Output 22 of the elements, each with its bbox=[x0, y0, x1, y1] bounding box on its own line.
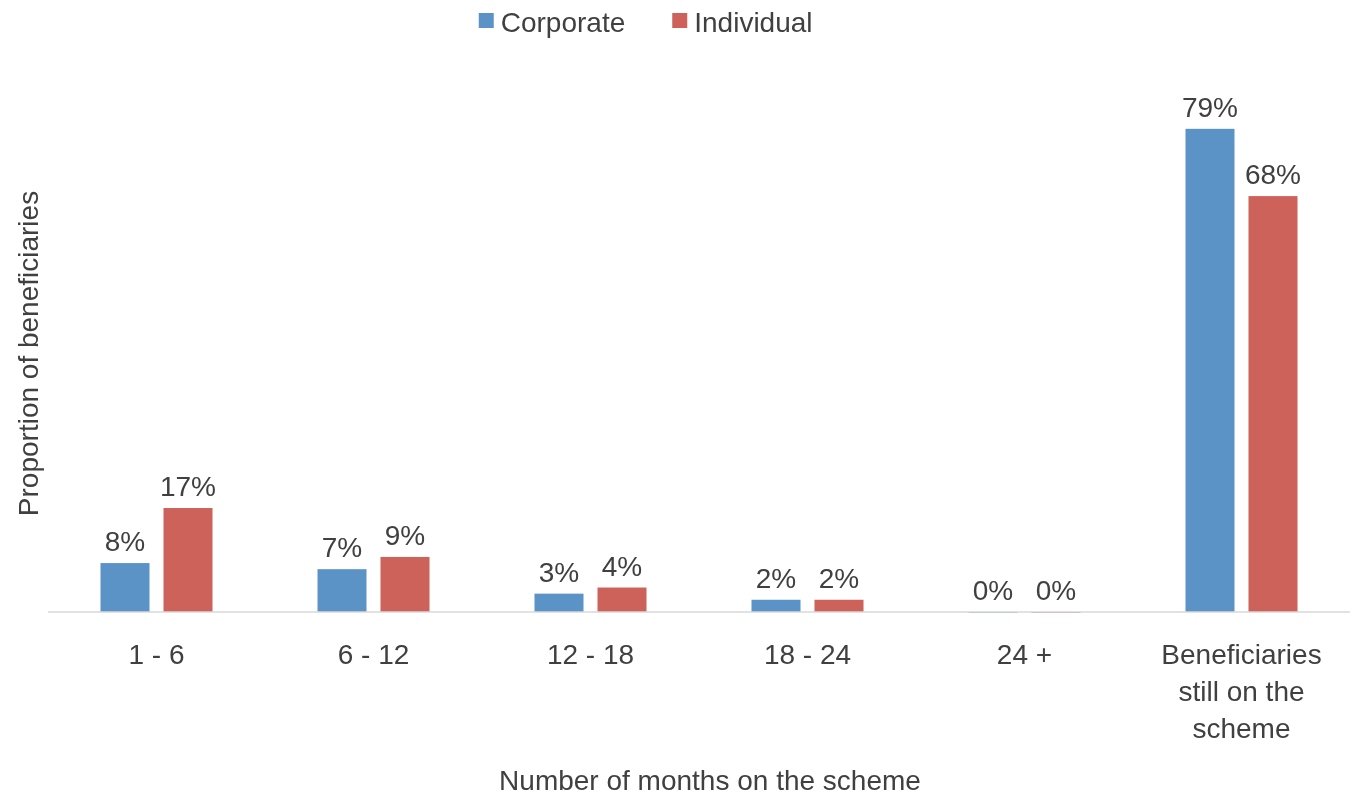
data-label: 2% bbox=[818, 562, 860, 594]
x-tick-label: 18 - 24 bbox=[763, 639, 852, 670]
y-axis-title: Proportion of beneficiaries bbox=[13, 190, 44, 517]
x-tick-label: 12 - 18 bbox=[546, 639, 635, 670]
data-label: 17% bbox=[159, 471, 217, 503]
x-tick-label: 1 - 6 bbox=[128, 639, 185, 670]
legend-label: Individual bbox=[694, 7, 813, 38]
data-label: 68% bbox=[1244, 159, 1302, 191]
data-label: 0% bbox=[972, 575, 1014, 606]
data-label: 79% bbox=[1181, 91, 1239, 123]
data-label: 4% bbox=[601, 550, 643, 582]
data-label: 0% bbox=[1035, 575, 1077, 606]
data-label: 8% bbox=[104, 526, 146, 558]
data-label: 9% bbox=[384, 519, 426, 551]
x-tick-label: Beneficiaries still on the scheme bbox=[1161, 639, 1322, 744]
x-tick-label: 24 + bbox=[996, 639, 1053, 670]
data-label: 3% bbox=[538, 556, 580, 588]
data-label: 7% bbox=[321, 532, 363, 564]
data-label: 2% bbox=[755, 562, 797, 594]
x-axis-title: Number of months on the scheme bbox=[499, 765, 921, 792]
legend-label: Corporate bbox=[500, 7, 626, 38]
x-tick-label: 6 - 12 bbox=[337, 639, 410, 670]
